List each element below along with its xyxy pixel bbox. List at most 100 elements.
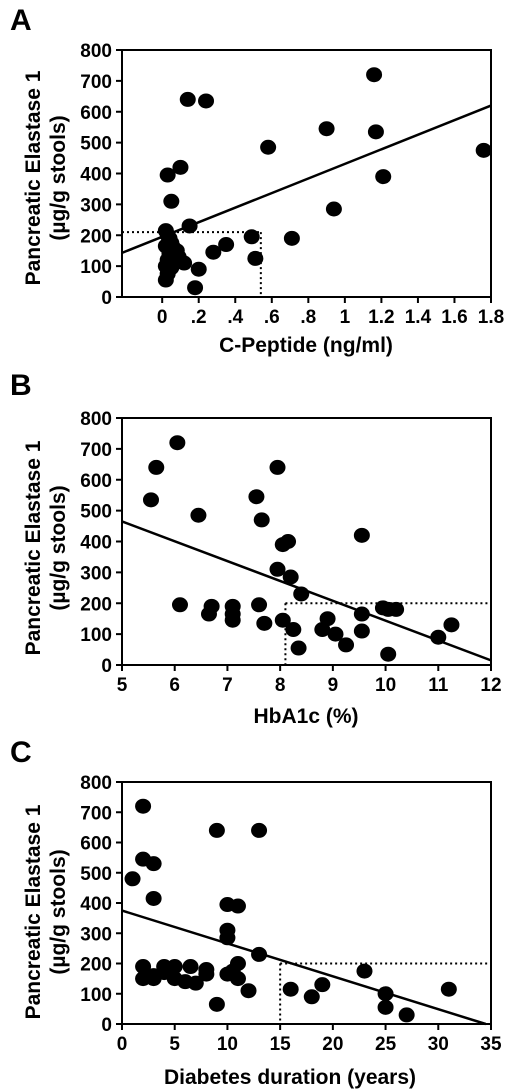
panel-a-xlabel: C-Peptide (ng/ml): [219, 334, 393, 357]
panel-c-data-point: [219, 930, 236, 946]
panel-a-y-tick-label: 400: [80, 165, 112, 186]
panel-b-data-point: [148, 459, 165, 475]
panel-a-regression-line: [121, 104, 492, 255]
panel-a-y-tick-label: 600: [80, 103, 112, 124]
panel-b-data-point: [169, 435, 186, 451]
panel-b-data-point: [248, 489, 265, 505]
panel-c-data-point: [145, 856, 162, 872]
panel-c-data-point: [198, 966, 215, 982]
panel-c: C Pancreatic Elastase 1 (µg/g stools) Di…: [10, 736, 502, 1089]
panel-a-data-point: [163, 193, 180, 209]
panel-c-y-tick-label: 100: [80, 985, 112, 1006]
panel-a-x-tick-label: 1: [340, 307, 351, 328]
panel-c-data-point: [314, 977, 331, 993]
panel-c-data-point: [187, 975, 204, 991]
panel-c-data-point: [377, 999, 394, 1015]
panel-c-data-point: [135, 959, 152, 975]
panel-b-x-tick-label: 12: [480, 675, 501, 696]
panel-a-data-point: [475, 142, 492, 158]
panel-b-data-point: [430, 629, 447, 645]
panel-c-ylabel-line1: Pancreatic Elastase 1: [22, 804, 45, 1019]
panel-a-data-point: [218, 237, 235, 253]
panel-b-ylabel-line1: Pancreatic Elastase 1: [22, 440, 45, 655]
panel-b-data-point: [280, 534, 297, 549]
panel-c-data-point: [124, 871, 141, 887]
panel-b-xlabel: HbA1c (%): [253, 705, 358, 728]
panel-a-data-point: [260, 139, 277, 155]
panel-b-data-point: [285, 621, 302, 637]
panel-b-data-point: [269, 561, 286, 577]
panel-a-y-tick-label: 700: [80, 72, 112, 93]
panel-a-data-point: [367, 124, 384, 140]
panel-a-data-point: [172, 159, 189, 175]
panel-a-y-tick-label: 800: [80, 41, 112, 62]
panel-b-data-point: [190, 507, 207, 523]
panel-a-data-point: [205, 244, 222, 260]
panel-b-y-tick-label: 400: [80, 533, 112, 554]
panel-c-label: C: [10, 736, 32, 769]
panel-a-label: A: [10, 4, 32, 37]
panel-c-data-point: [251, 822, 268, 838]
panel-c-data-point: [208, 822, 225, 838]
panel-b-data-point: [251, 597, 268, 613]
panel-b-data-point: [388, 601, 405, 617]
panel-b-x-tick-label: 9: [328, 675, 339, 696]
panel-c-y-tick-label: 300: [80, 924, 112, 945]
panel-b-data-point: [142, 492, 159, 508]
panel-c-x-tick-label: 5: [169, 1034, 180, 1055]
panel-c-x-tick-label: 15: [270, 1034, 292, 1055]
panel-c-data-point: [208, 996, 225, 1012]
panel-a-data-point: [181, 218, 198, 234]
panel-a-data-point: [198, 93, 215, 109]
panel-b-y-tick-label: 200: [80, 594, 112, 615]
panel-a-x-tick-label: .4: [227, 307, 243, 328]
panel-b-data-point: [256, 615, 273, 631]
panel-c-x-tick-label: 10: [217, 1034, 238, 1055]
panel-c-data-point: [282, 981, 299, 997]
panel-b-x-tick-label: 7: [222, 675, 233, 696]
panel-c-y-tick-label: 700: [80, 803, 112, 824]
panel-c-y-tick-label: 500: [80, 864, 112, 885]
panel-a-data-point: [176, 255, 193, 271]
panel-b-y-tick-label: 0: [101, 656, 112, 677]
panel-a-data-point: [318, 121, 335, 137]
panel-a-ylabel-line2: (µg/g stools): [47, 115, 70, 240]
panel-c-data-point: [182, 959, 199, 975]
panel-c-data-point: [229, 956, 246, 971]
panel-b-data-point: [353, 623, 370, 639]
panel-b-data-point: [282, 569, 299, 585]
panel-b-y-tick-label: 800: [80, 409, 112, 430]
panel-c-data-point: [240, 983, 257, 999]
panel-a-y-tick-label: 0: [101, 288, 112, 309]
panel-b-data-point: [290, 640, 307, 656]
panel-b-data-point: [338, 637, 355, 653]
panel-c-xlabel: Diabetes duration (years): [164, 1066, 416, 1089]
panel-c-data-point: [229, 971, 246, 987]
panel-b-ylabel-line2: (µg/g stools): [47, 485, 70, 610]
panel-a-y-tick-label: 200: [80, 226, 112, 247]
panel-b-data-point: [274, 612, 291, 628]
panel-c-data-point: [251, 946, 268, 962]
panel-a: A Pancreatic Elastase 1 (µg/g stools) C-…: [10, 4, 504, 357]
panel-a-data-point: [325, 201, 342, 217]
panel-c-data-point: [377, 986, 394, 1002]
panel-b-data-point: [353, 606, 370, 622]
panel-c-y-tick-label: 200: [80, 955, 112, 976]
panel-b-x-tick-label: 6: [169, 675, 180, 696]
panel-b-data-point: [269, 459, 286, 475]
panel-c-y-tick-label: 0: [101, 1015, 112, 1036]
panel-a-x-tick-label: 1.6: [441, 307, 467, 328]
panel-b-data-point: [443, 617, 460, 633]
panel-b-data-point: [203, 598, 220, 614]
panel-a-y-tick-label: 100: [80, 257, 112, 278]
panel-b-data-point: [353, 527, 370, 543]
panel-a-data-point: [366, 67, 383, 83]
panel-a-x-tick-label: .2: [191, 307, 207, 328]
panel-a-data-point: [179, 91, 196, 107]
panel-c-data-point: [135, 798, 152, 814]
panel-c-data-point: [166, 959, 183, 975]
panel-b-x-tick-label: 10: [375, 675, 396, 696]
panel-c-data-point: [229, 898, 246, 914]
panel-b-y-tick-label: 700: [80, 440, 112, 461]
